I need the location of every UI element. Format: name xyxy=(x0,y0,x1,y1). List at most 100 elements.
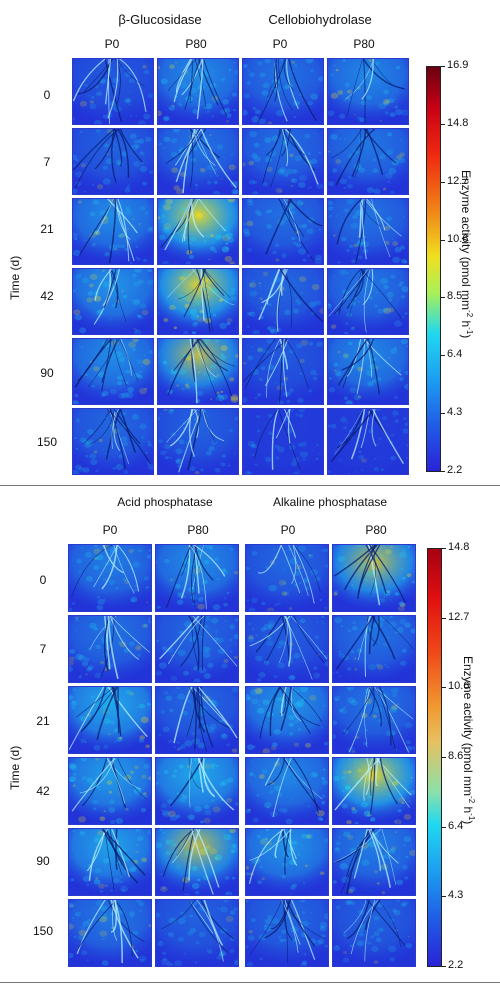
colorbar-tick-mark xyxy=(442,617,446,619)
zymogram-panel xyxy=(245,757,329,825)
colorbar-tick-mark xyxy=(442,896,446,898)
colorbar-tick-label: 14.8 xyxy=(448,541,470,553)
row-label: 42 xyxy=(40,289,54,303)
col-label-p80: P80 xyxy=(187,523,209,537)
zymogram-panel xyxy=(68,615,152,683)
header-acid-phosphatase: Acid phosphatase xyxy=(117,495,213,509)
colorbar-tick-mark xyxy=(442,966,446,967)
colorbar-tick-mark xyxy=(442,687,446,689)
zymogram-panel xyxy=(245,615,329,683)
zymogram-panel xyxy=(72,268,154,335)
colorbar-tick-mark xyxy=(441,297,445,299)
colorbar-tick-mark xyxy=(441,413,445,415)
row-label: 21 xyxy=(40,222,54,236)
colorbar-tick-label: 4.3 xyxy=(448,889,464,902)
colorbar-label: Enzyme activity (pmol mm-2 h-1) xyxy=(461,656,476,825)
colorbar-tick-label: 2.2 xyxy=(448,959,464,971)
zymogram-panel xyxy=(332,544,416,612)
zymogram-panel xyxy=(157,338,239,405)
colorbar-tick-label: 8.5 xyxy=(447,290,463,303)
colorbar-tick-label: 10.6 xyxy=(448,680,470,693)
col-label-p0: P0 xyxy=(104,37,120,51)
zymogram-panel xyxy=(155,828,239,896)
row-label: 90 xyxy=(40,366,54,380)
col-label-p0: P0 xyxy=(280,523,296,537)
colorbar-label: Enzyme activity (pmol mm-2 h-1) xyxy=(459,170,474,339)
row-label: 7 xyxy=(43,155,51,169)
colorbar-tick-label: 4.3 xyxy=(447,406,463,419)
zymogram-panel xyxy=(242,128,324,195)
zymogram-panel xyxy=(327,338,409,405)
zymogram-panel xyxy=(327,408,409,475)
zymogram-panel xyxy=(155,615,239,683)
colorbar-tick-label: 16.9 xyxy=(447,59,469,71)
colorbar-tick-mark xyxy=(441,123,445,125)
zymogram-panel xyxy=(155,686,239,754)
zymogram-panel xyxy=(157,408,239,475)
colorbar-tick-mark xyxy=(441,239,445,241)
row-label: 42 xyxy=(36,784,50,798)
colorbar-tick-mark xyxy=(442,757,446,758)
zymogram-panel xyxy=(157,128,239,195)
colorbar-tick-label: 2.2 xyxy=(447,464,463,476)
zymogram-panel xyxy=(245,828,329,896)
colorbar xyxy=(427,548,442,967)
zymogram-panel xyxy=(72,408,154,475)
col-label-p0: P0 xyxy=(102,523,118,537)
zymogram-panel xyxy=(245,544,329,612)
zymogram-panel xyxy=(68,757,152,825)
zymogram-panel xyxy=(157,268,239,335)
zymogram-panel xyxy=(327,58,409,125)
colorbar-tick-mark xyxy=(441,355,445,357)
zymogram-panel xyxy=(327,268,409,335)
header-cellobiohydrolase: Cellobiohydrolase xyxy=(268,12,372,27)
zymogram-panel xyxy=(245,899,329,967)
colorbar-ticks: 14.8 12.7 10.6 8.6 6.4 4.3 2.2 xyxy=(442,541,482,971)
zymogram-panel xyxy=(332,757,416,825)
zymogram-panel xyxy=(332,615,416,683)
zymogram-panel xyxy=(332,686,416,754)
row-label: 90 xyxy=(36,854,50,868)
colorbar-tick-label: 6.4 xyxy=(447,348,463,361)
zymogram-panel xyxy=(68,686,152,754)
figure-divider xyxy=(0,485,500,486)
zymogram-panel xyxy=(72,58,154,125)
zymogram-panel xyxy=(155,899,239,967)
bottom-rule xyxy=(0,982,500,983)
zymogram-panel xyxy=(327,198,409,265)
bottom-figure: Acid phosphatase Alkaline phosphatase P0… xyxy=(0,488,500,985)
row-label: 21 xyxy=(36,714,50,728)
col-label-p0: P0 xyxy=(272,37,288,51)
zymogram-panel xyxy=(68,544,152,612)
colorbar-tick-mark xyxy=(441,181,445,183)
row-label: 0 xyxy=(39,573,47,587)
colorbar-tick-mark xyxy=(441,471,445,472)
top-figure: β-Glucosidase Cellobiohydrolase P0 P80 P… xyxy=(0,0,500,482)
colorbar-tick-mark xyxy=(442,548,446,549)
row-label: 150 xyxy=(32,924,54,938)
zymogram-panel xyxy=(332,899,416,967)
colorbar-tick-label: 12.7 xyxy=(447,174,469,187)
colorbar xyxy=(426,66,441,472)
colorbar-tick-label: 10.6 xyxy=(447,232,469,245)
col-label-p80: P80 xyxy=(185,37,207,51)
colorbar-tick-label: 12.7 xyxy=(448,610,470,623)
zymogram-panel xyxy=(327,128,409,195)
row-label: 150 xyxy=(36,435,58,449)
colorbar-tick-label: 6.4 xyxy=(448,819,464,832)
zymogram-panel xyxy=(68,899,152,967)
image-grid xyxy=(68,544,420,970)
zymogram-panel xyxy=(157,58,239,125)
col-label-p80: P80 xyxy=(365,523,387,537)
colorbar-ticks: 16.9 14.8 12.7 10.6 8.5 6.4 4.3 2.2 xyxy=(441,59,481,476)
header-alkaline-phosphatase: Alkaline phosphatase xyxy=(272,495,388,509)
time-axis-label: Time (d) xyxy=(8,255,22,300)
row-label: 7 xyxy=(39,642,47,656)
image-grid xyxy=(72,58,409,476)
col-label-p80: P80 xyxy=(353,37,375,51)
zymogram-panel xyxy=(242,268,324,335)
colorbar-tick-label: 8.6 xyxy=(448,750,464,762)
zymogram-panel xyxy=(242,198,324,265)
zymogram-panel xyxy=(242,58,324,125)
row-label: 0 xyxy=(43,88,51,102)
